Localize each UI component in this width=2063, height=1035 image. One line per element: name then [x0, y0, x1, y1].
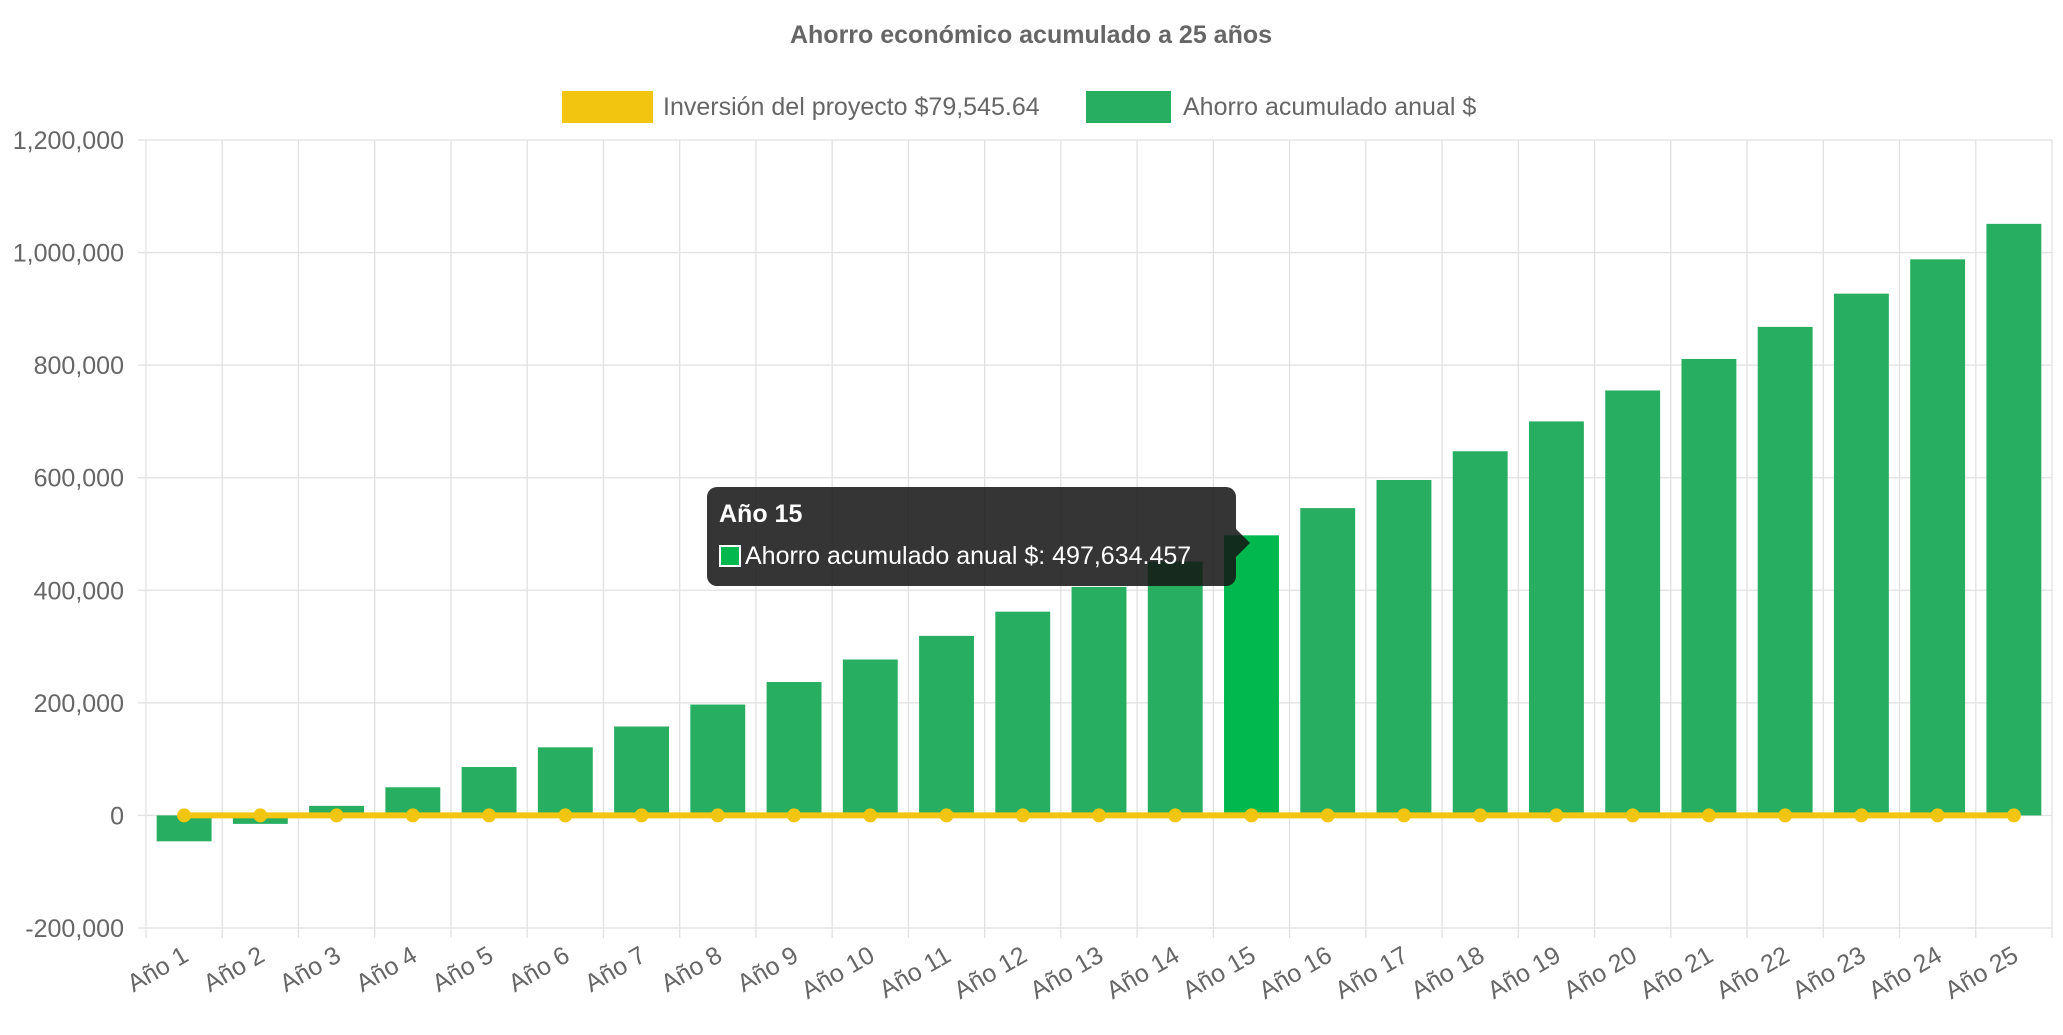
bar-23[interactable] [1833, 293, 1889, 816]
tooltip-label: Ahorro acumulado anual $: 497,634.457 [745, 542, 1192, 570]
bar-19[interactable] [1528, 421, 1584, 816]
investment-point-11[interactable] [939, 808, 954, 823]
bar-5[interactable] [461, 767, 517, 816]
investment-point-24[interactable] [1930, 808, 1945, 823]
investment-point-23[interactable] [1854, 808, 1869, 823]
bar-10[interactable] [842, 659, 898, 816]
legend: Inversión del proyecto $79,545.64 Ahorro… [562, 91, 1476, 123]
legend-label-investment: Inversión del proyecto $79,545.64 [663, 93, 1040, 121]
x-tick-label: Año 5 [427, 941, 498, 998]
legend-label-savings: Ahorro acumulado anual $ [1183, 93, 1476, 121]
y-tick-label: 400,000 [34, 577, 124, 605]
x-tick-label: Año 11 [874, 941, 955, 1004]
tooltip-title: Año 15 [719, 500, 803, 528]
y-axis-ticks: -200,000 0 200,000 400,000 600,000 800,000 1,0… [13, 127, 124, 943]
x-tick-label: Año 12 [949, 941, 1032, 1005]
bar-17[interactable] [1376, 479, 1432, 816]
investment-point-5[interactable] [482, 808, 497, 823]
investment-point-17[interactable] [1396, 808, 1411, 823]
y-tick-label: 600,000 [34, 465, 124, 493]
bar-9[interactable] [766, 682, 822, 816]
investment-point-2[interactable] [253, 808, 268, 823]
investment-point-13[interactable] [1092, 808, 1106, 823]
bar-25[interactable] [1986, 223, 2042, 816]
investment-point-16[interactable] [1320, 808, 1335, 823]
legend-swatch-investment [562, 91, 653, 123]
x-tick-label: Año 15 [1178, 941, 1261, 1005]
x-tick-label: Año 23 [1788, 941, 1871, 1005]
x-tick-label: Año 3 [275, 941, 346, 998]
tooltip: Año 15 Ahorro acumulado anual $: 497,634… [707, 487, 1250, 586]
bar-11[interactable] [919, 635, 974, 816]
bar-12[interactable] [995, 611, 1051, 816]
bar-20[interactable] [1605, 390, 1661, 816]
y-tick-label: 0 [110, 802, 124, 830]
investment-point-15[interactable] [1244, 808, 1259, 823]
investment-point-25[interactable] [2006, 808, 2021, 823]
x-tick-label: Año 9 [732, 941, 803, 998]
x-tick-label: Año 24 [1864, 941, 1947, 1005]
x-tick-label: Año 18 [1407, 941, 1490, 1005]
y-tick-label: 800,000 [34, 352, 124, 380]
chart-title: Ahorro económico acumulado a 25 años [790, 21, 1272, 49]
investment-point-19[interactable] [1549, 808, 1564, 823]
investment-point-6[interactable] [558, 808, 573, 823]
legend-item-savings[interactable]: Ahorro acumulado anual $ [1086, 91, 1476, 123]
investment-point-7[interactable] [634, 808, 649, 823]
x-tick-label: Año 2 [199, 941, 270, 998]
x-tick-label: Año 25 [1940, 941, 2023, 1005]
bar-18[interactable] [1452, 451, 1508, 816]
investment-point-8[interactable] [710, 808, 725, 823]
y-tick-label: 200,000 [34, 690, 124, 718]
investment-point-12[interactable] [1015, 808, 1030, 823]
x-tick-label: Año 10 [797, 941, 880, 1005]
investment-point-1[interactable] [177, 808, 192, 823]
x-tick-label: Año 22 [1712, 941, 1795, 1005]
investment-point-22[interactable] [1778, 808, 1793, 823]
x-tick-label: Año 13 [1025, 941, 1108, 1005]
bar-22[interactable] [1757, 326, 1813, 816]
tooltip-swatch [719, 545, 741, 567]
line-series [177, 808, 2021, 823]
x-tick-label: Año 14 [1102, 941, 1185, 1005]
investment-point-18[interactable] [1473, 808, 1488, 823]
bar-16[interactable] [1300, 508, 1356, 816]
x-tick-label: Año 17 [1330, 941, 1413, 1005]
bar-13[interactable] [1071, 586, 1127, 816]
investment-point-3[interactable] [329, 808, 344, 823]
bar-7[interactable] [614, 726, 670, 816]
x-tick-label: Año 4 [351, 941, 422, 998]
y-tick-label: 1,000,000 [13, 240, 124, 268]
x-tick-label: Año 19 [1483, 941, 1566, 1005]
y-tick-label: 1,200,000 [13, 127, 124, 155]
investment-point-10[interactable] [863, 808, 878, 823]
x-tick-label: Año 20 [1559, 941, 1642, 1005]
x-tick-label: Año 1 [123, 941, 194, 998]
y-tick-label: -200,000 [25, 915, 124, 943]
x-axis-ticks: Año 1 Año 2 Año 3 Año 4 Año 5 Año 6 Año 7 Año 8… [123, 941, 2023, 1005]
x-tick-label: Año 7 [580, 941, 651, 998]
x-tick-label: Año 21 [1635, 941, 1718, 1005]
investment-point-9[interactable] [787, 808, 802, 823]
investment-point-14[interactable] [1168, 808, 1183, 823]
bar-21[interactable] [1681, 358, 1737, 816]
tooltip-row: Ahorro acumulado anual $: 497,634.457 [719, 539, 1224, 573]
bar-14[interactable] [1147, 561, 1203, 816]
investment-point-21[interactable] [1701, 808, 1716, 823]
x-tick-label: Año 8 [656, 941, 727, 998]
bar-series [156, 223, 2042, 842]
investment-point-20[interactable] [1625, 808, 1640, 823]
x-tick-label: Año 6 [504, 941, 575, 998]
bar-8[interactable] [690, 704, 746, 816]
legend-swatch-savings [1086, 91, 1171, 123]
legend-item-investment[interactable]: Inversión del proyecto $79,545.64 [562, 91, 1040, 123]
investment-point-4[interactable] [405, 808, 420, 823]
bar-6[interactable] [537, 747, 593, 816]
x-tick-label: Año 16 [1254, 941, 1337, 1005]
bar-24[interactable] [1910, 259, 1966, 816]
